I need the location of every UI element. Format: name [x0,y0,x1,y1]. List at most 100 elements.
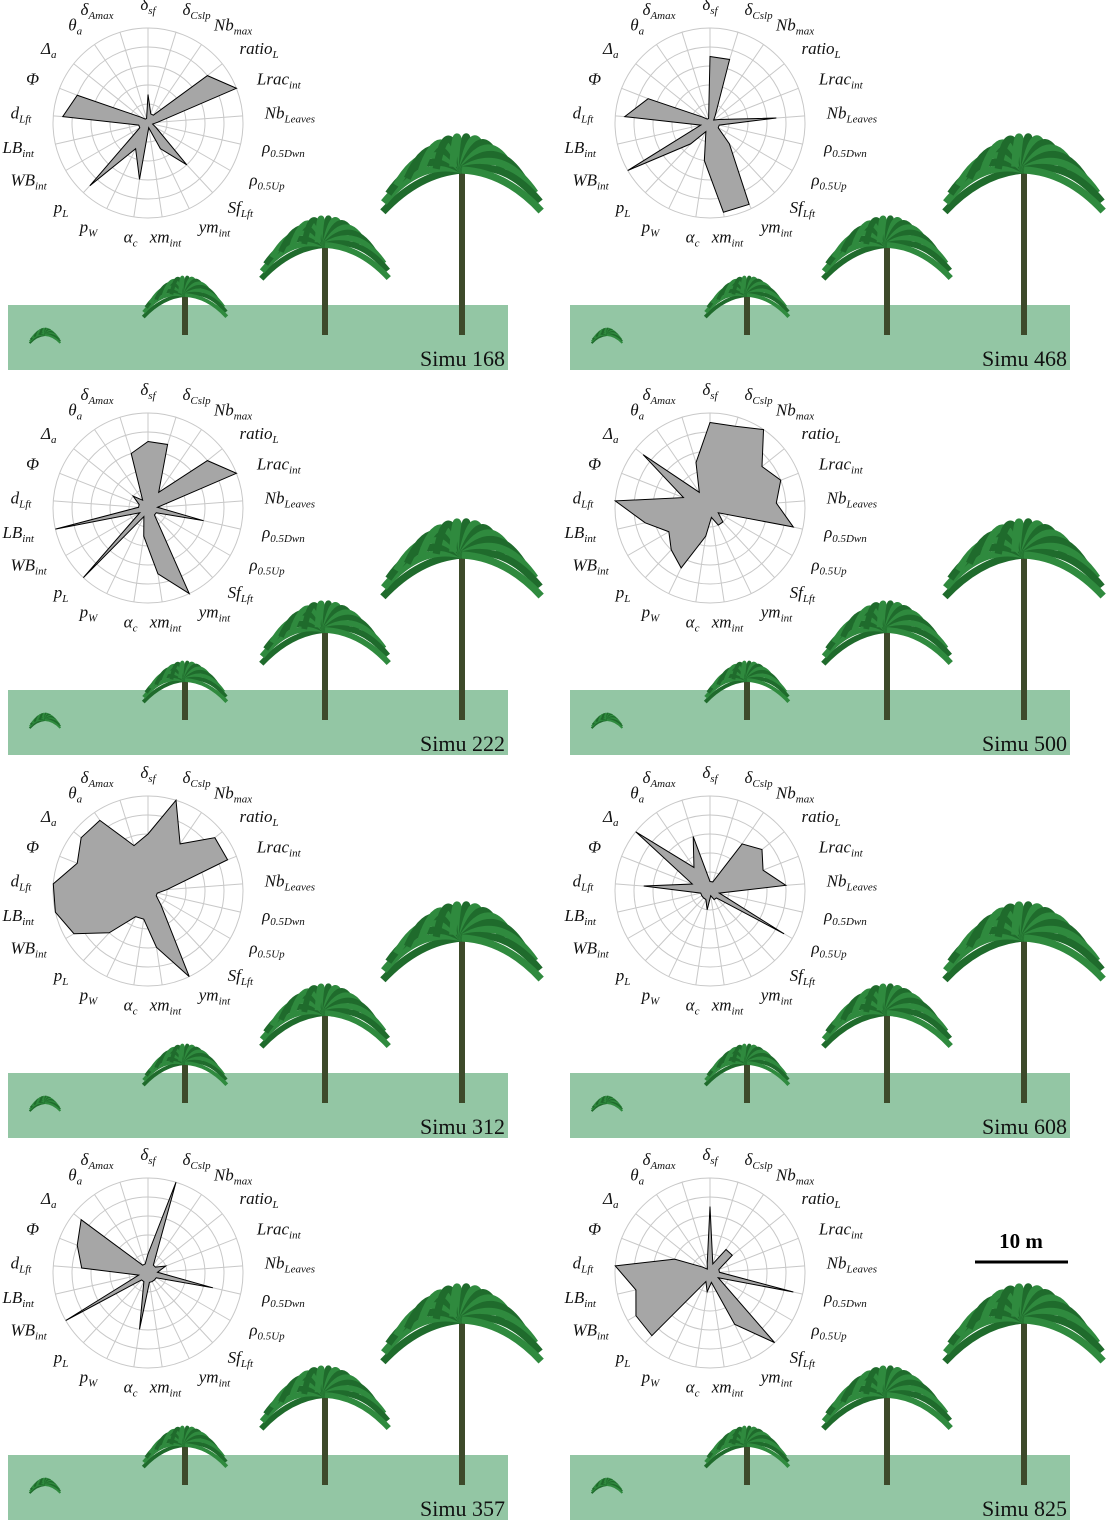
axis-label-base: Φ [588,454,601,473]
scale-bar-label: 10 m [999,1229,1043,1253]
axis-label-sub: sf [148,390,157,402]
axis-label: WBint [573,170,610,192]
trunk [884,1013,890,1103]
frond [461,934,544,982]
axis-label: αc [686,228,700,250]
axis-label-sub: Lft [580,113,594,125]
axis-label-base: α [124,1378,134,1397]
axis-label: θa [630,1165,644,1187]
frond [44,334,62,344]
axis-label: SfLft [228,1348,254,1370]
axis-label-base: θ [68,15,76,34]
axis-label-sub: Lft [18,1263,32,1275]
axis-label-base: xm [711,996,732,1015]
axis-label-sub: int [35,1330,48,1342]
axis-label: ymint [197,602,231,624]
axis-label: LBint [563,138,596,160]
axis-label: δAmax [81,1150,114,1172]
axis-label-base: ratio [801,424,834,443]
axis-label-sub: L [623,592,630,604]
spoke [645,890,711,961]
axis-label-sub: Amax [649,1160,675,1172]
axis-label-sub: Amax [87,1160,113,1172]
spoke [617,122,711,145]
spoke [709,1272,793,1321]
axis-label: δCslp [182,768,211,790]
spoke [709,890,752,977]
axis-label: Lracint [818,69,864,91]
axis-label: ratioL [801,39,840,61]
axis-label: ρ0.5Dwn [823,138,867,160]
ground [570,1073,1070,1138]
axis-label-sub: max [796,25,814,37]
axis-label: ρ0.5Dwn [261,523,305,545]
spoke [147,1213,223,1274]
axis-label: ρ0.5Dwn [823,906,867,928]
spoke [709,44,764,124]
spoke [668,890,711,977]
axis-label-base: Nb [775,15,796,34]
axis-label-sub: int [170,1387,183,1399]
axis-label-sub: max [234,410,252,422]
axis-label: dLft [573,871,595,893]
axis-label: dLft [11,871,33,893]
axis-label: dLft [573,1253,595,1275]
axis-label-base: Nb [264,103,285,122]
axis-label-sub: Cslp [752,1160,773,1172]
axis-label-sub: int [170,237,183,249]
axis-label: pL [53,583,69,605]
radar-area [65,1182,213,1330]
axis-label-base: LB [563,1288,584,1307]
ground [8,305,508,370]
frond [886,1010,953,1049]
axis-label-base: Φ [26,1219,39,1238]
axis-label: θa [630,400,644,422]
spoke [668,122,711,209]
axis-label-sub: W [88,612,98,624]
spoke [55,122,149,145]
axis-label: δsf [702,0,719,17]
axis-label: ymint [197,217,231,239]
axis-label: Δa [602,1189,619,1211]
axis-label-sub: Amax [87,10,113,22]
spoke [147,1272,190,1359]
spoke [709,507,793,556]
axis-label-sub: max [796,1175,814,1187]
axis-label: LBint [563,906,596,928]
axis-label-base: Δ [40,1189,51,1208]
axis-label-base: p [79,985,89,1004]
axis-label-sub: Lft [240,592,254,604]
frond [1023,1316,1106,1364]
axis-label: Φ [588,1219,601,1238]
axis-label-sub: sf [148,1155,157,1167]
axis-label-sub: Lft [580,1263,594,1275]
axis-label: Δa [40,1189,57,1211]
ground [8,690,508,755]
axis-label-base: d [573,488,582,507]
axis-label-sub: sf [710,773,719,785]
axis-label: Lracint [818,837,864,859]
trunk [459,170,465,335]
axis-label: Nbmax [213,783,252,805]
axis-label-sub: int [851,847,864,859]
axis-label-sub: W [88,995,98,1007]
axis-label-base: p [53,1348,63,1367]
spoke [709,890,775,961]
panel-title: Simu 608 [982,1114,1067,1139]
axis-label: ratioL [801,1189,840,1211]
axis-label-sub: int [732,1387,745,1399]
spoke [709,63,785,124]
axis-label-sub: int [22,916,35,928]
axis-label: WBint [573,555,610,577]
axis-label-base: ratio [801,807,834,826]
panel-title: Simu 500 [982,731,1067,756]
axis-label: Δa [40,39,57,61]
frond [44,719,62,729]
frond [886,242,953,281]
axis-label: pW [79,985,99,1007]
trunk [744,1445,750,1485]
axis-label-base: xm [711,228,732,247]
